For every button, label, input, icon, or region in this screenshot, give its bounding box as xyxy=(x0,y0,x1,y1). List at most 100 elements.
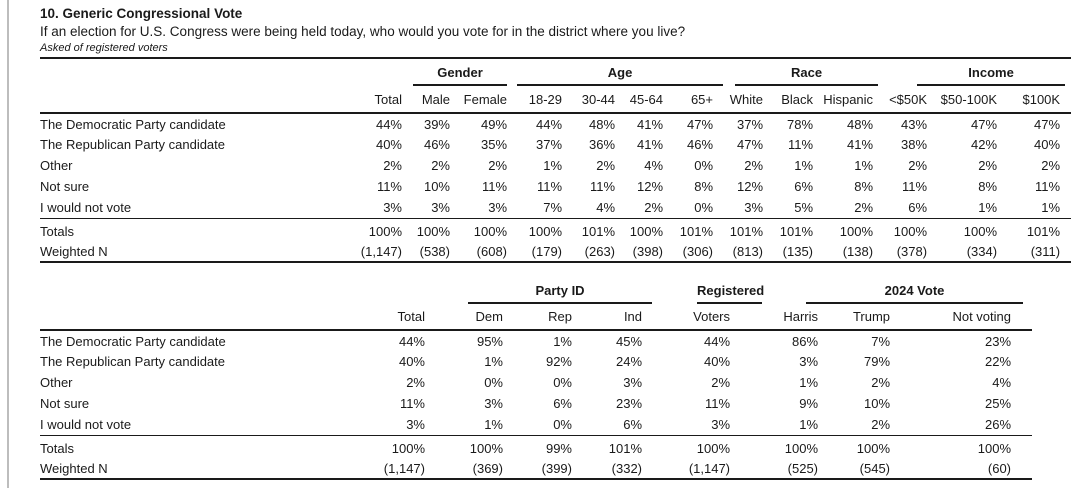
cell-value: 40% xyxy=(398,354,425,369)
cell-value: 1% xyxy=(425,414,503,436)
cell-value: 26% xyxy=(890,414,1033,436)
table-row: The Democratic Party candidate 44% 39% 49% 4… xyxy=(40,113,1071,134)
cell-value: (138) xyxy=(813,241,874,263)
group-header-2024-vote: 2024 Vote xyxy=(730,283,1032,304)
cell-value: 41% xyxy=(636,116,664,132)
cell-value: 5% xyxy=(763,197,814,219)
cell-value: 8% xyxy=(978,179,998,194)
cell-value: 2% xyxy=(871,375,891,390)
cell-value: 42% xyxy=(971,137,998,152)
cell-value: 46% xyxy=(423,137,450,152)
cell-value: (60) xyxy=(890,458,1033,480)
table-row: Not sure 11% 10% 11% 11% 11% 12% 8% 12% 6% 8% 11% 8%… xyxy=(40,176,1071,197)
table-row: Other 2% 0% 0% 3% 2% 1% 2% 4% xyxy=(40,372,1032,393)
cell-value: 3% xyxy=(352,197,402,219)
cell-value: 0% xyxy=(663,197,714,219)
table-row: The Republican Party candidate 40% 1% 92% 24… xyxy=(40,351,1032,372)
cell-value: (399) xyxy=(503,458,572,480)
table-row: The Republican Party candidate 40% 46% 35% 3… xyxy=(40,134,1071,155)
corner-spacer xyxy=(40,283,352,304)
column-header-total: Total xyxy=(352,304,425,331)
column-header-ind: Ind xyxy=(572,304,643,331)
cell-value: 1% xyxy=(997,197,1071,219)
group-label: Age xyxy=(517,65,724,86)
cell-value: 35% xyxy=(480,137,508,152)
cell-value: (263) xyxy=(562,241,616,263)
table-header: Gender Age Race Income Total Male Female… xyxy=(40,59,1071,114)
cell-value: 2% xyxy=(488,158,508,173)
cell-value: 23% xyxy=(615,396,643,411)
cell-value: 4% xyxy=(644,158,664,173)
column-header-female: Female xyxy=(450,86,508,114)
table-header: Party ID Registered 2024 Vote Total Dem … xyxy=(40,283,1033,331)
cell-value: (306) xyxy=(663,241,714,263)
cell-value: 41% xyxy=(636,137,664,152)
cell-value: 100% xyxy=(977,441,1012,457)
cell-value: 92% xyxy=(545,354,572,369)
cell-value: 6% xyxy=(873,197,928,219)
cell-value: 6% xyxy=(553,396,572,411)
cell-value: 0% xyxy=(694,158,714,173)
cell-value: 2% xyxy=(978,158,998,173)
group-label: Party ID xyxy=(468,283,653,304)
cell-value: 44% xyxy=(535,116,563,132)
cell-value: 10% xyxy=(423,179,450,194)
cell-value: (378) xyxy=(873,241,928,263)
question-note: Asked of registered voters xyxy=(40,42,168,54)
page-content: 10. Generic Congressional Vote If an ele… xyxy=(40,0,1071,480)
cell-value: 47% xyxy=(1034,116,1061,132)
cell-value: 1% xyxy=(543,158,563,173)
cell-value: 100% xyxy=(469,441,503,457)
cell-value: 2% xyxy=(744,158,764,173)
column-header-male: Male xyxy=(402,86,450,114)
corner-spacer xyxy=(40,59,352,86)
cell-value: (1,147) xyxy=(642,458,731,480)
column-header-row: Total Dem Rep Ind Voters Harris Trump No… xyxy=(40,304,1033,331)
cell-value: 11% xyxy=(589,179,616,194)
cell-value: 100% xyxy=(893,224,928,240)
cell-value: 2% xyxy=(615,197,664,219)
cell-value: 3% xyxy=(799,354,819,369)
cell-value: 3% xyxy=(484,396,503,411)
cell-value: 10% xyxy=(863,396,891,411)
cell-value: 100% xyxy=(473,224,508,240)
cell-value: 100% xyxy=(784,441,819,457)
table-row: Totals 100% 100% 100% 100% 101% 100% 101% 101% 10… xyxy=(40,218,1071,241)
cell-value: 6% xyxy=(572,414,643,436)
cell-value: 1% xyxy=(730,414,819,436)
group-header-gender: Gender xyxy=(402,59,508,86)
cell-value: 2% xyxy=(406,375,425,390)
cell-value: 11% xyxy=(901,179,928,194)
cell-value: 40% xyxy=(375,137,402,152)
cell-value: 12% xyxy=(636,179,664,194)
cell-value: 3% xyxy=(713,197,764,219)
cell-value: 86% xyxy=(791,333,819,349)
cell-value: 100% xyxy=(856,441,891,457)
row-label: Other xyxy=(40,158,73,173)
cell-value: 47% xyxy=(686,116,714,132)
row-label: Totals xyxy=(40,224,74,240)
cell-value: 49% xyxy=(480,116,508,132)
column-header-white: White xyxy=(713,86,764,114)
group-header-row: Party ID Registered 2024 Vote xyxy=(40,283,1032,304)
cell-value: 99% xyxy=(545,441,572,457)
row-label: I would not vote xyxy=(40,197,352,219)
cell-value: 79% xyxy=(863,354,891,369)
cell-value: 9% xyxy=(799,396,819,411)
cell-value: (398) xyxy=(615,241,664,263)
table-top-rule xyxy=(40,57,1071,59)
cell-value: 3% xyxy=(623,375,643,390)
cell-value: 1% xyxy=(553,333,572,349)
cell-value: 25% xyxy=(984,396,1012,411)
cell-value: 4% xyxy=(562,197,616,219)
table-row: I would not vote 3% 3% 3% 7% 4% 2% 0% 3% 5% 2% 6% 1%… xyxy=(40,197,1071,219)
cell-value: 2% xyxy=(383,158,402,173)
cell-value: 8% xyxy=(854,179,874,194)
cell-value: (311) xyxy=(997,241,1071,263)
cell-value: 44% xyxy=(398,333,425,349)
row-label: The Republican Party candidate xyxy=(40,354,226,369)
cell-value: 11% xyxy=(704,396,731,411)
cell-value: (332) xyxy=(572,458,643,480)
column-header-total: Total xyxy=(352,86,402,114)
cell-value: 3% xyxy=(450,197,508,219)
